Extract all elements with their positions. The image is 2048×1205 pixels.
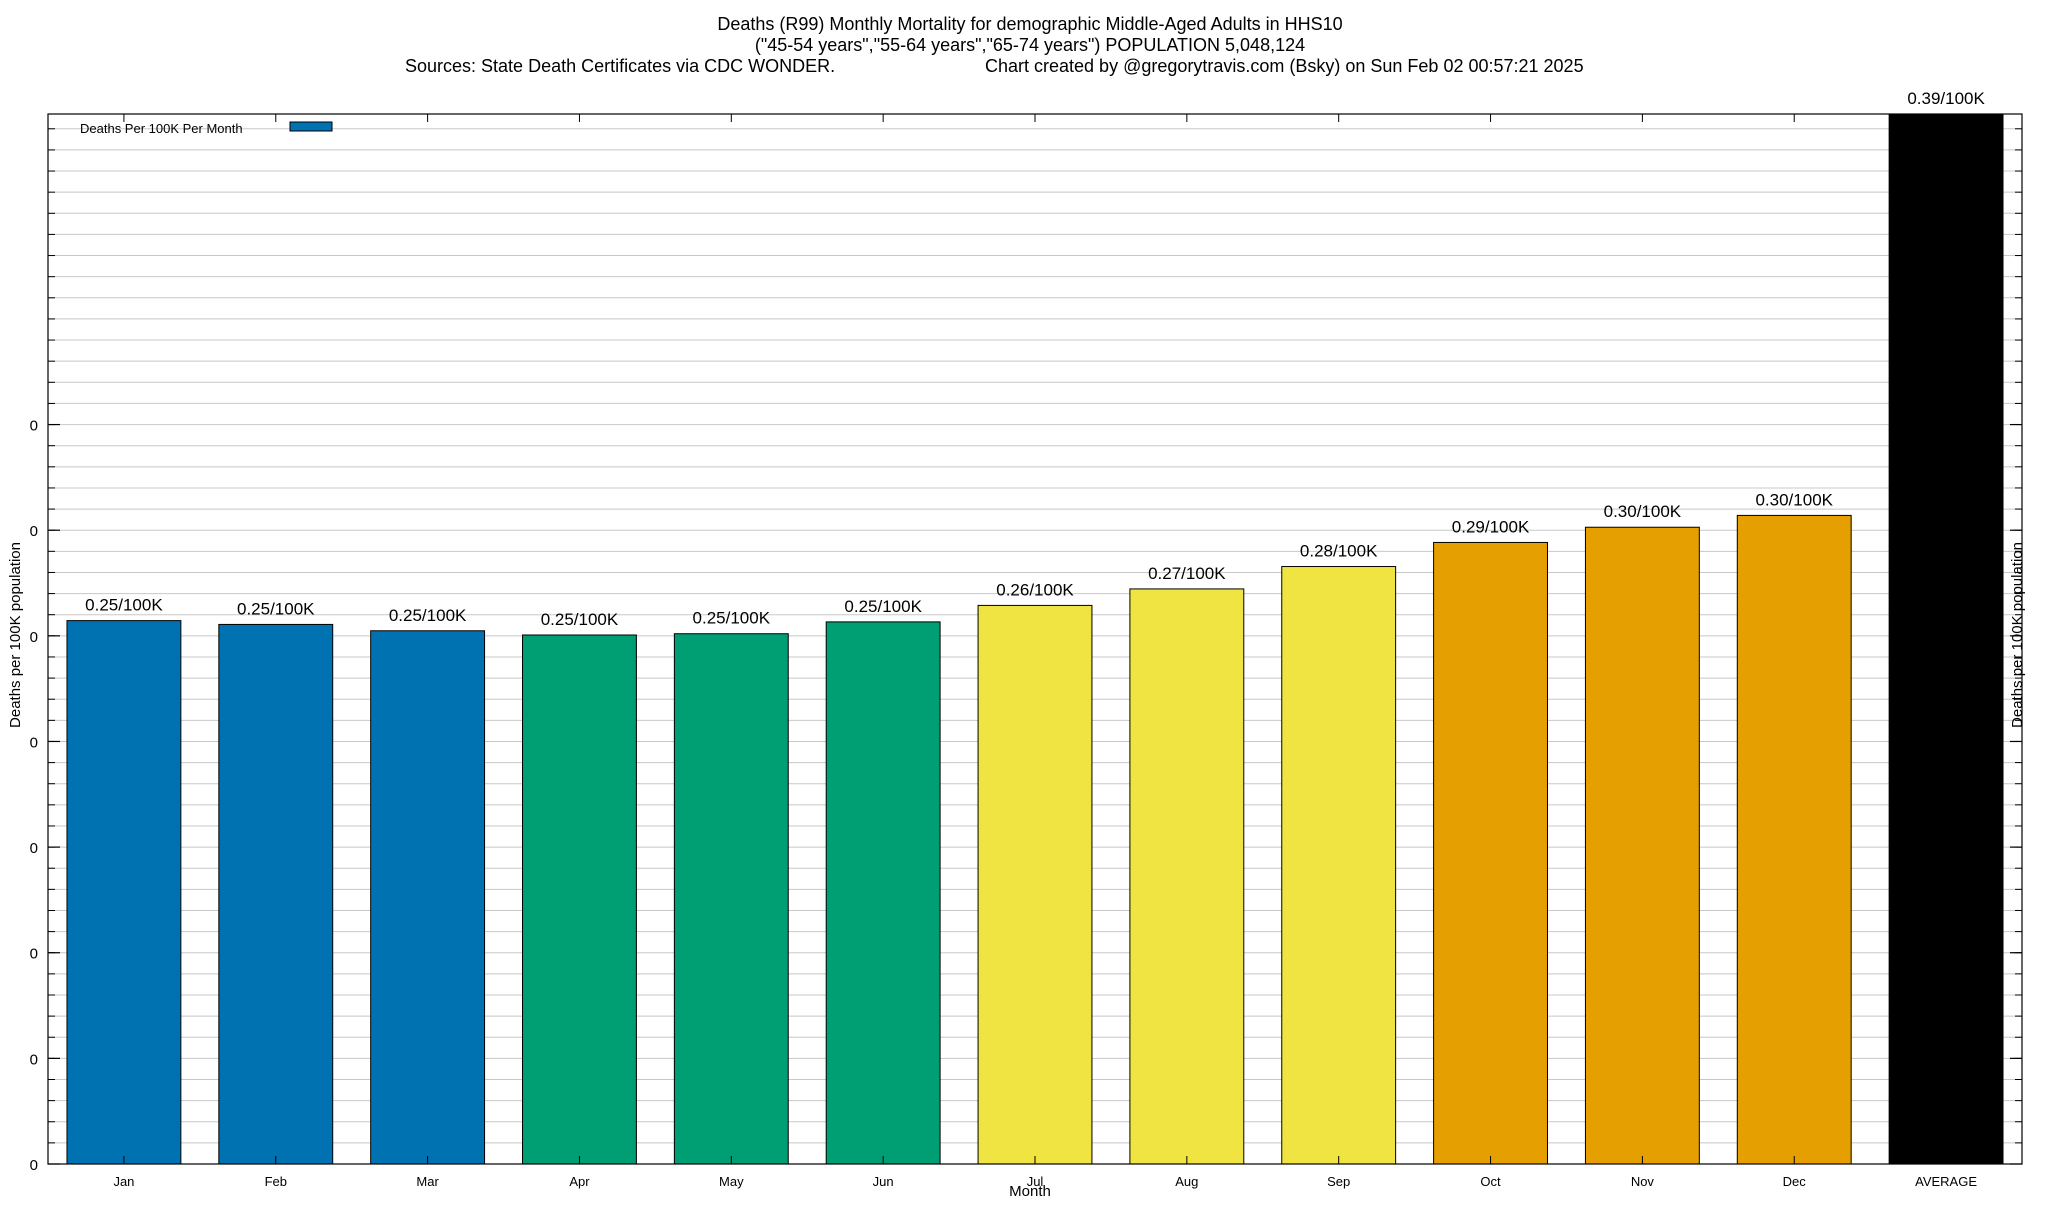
x-tick-label: Mar: [416, 1174, 439, 1189]
y-tick-label: 0: [30, 523, 38, 540]
bar-aug: [1129, 588, 1245, 1165]
y-tick-label: 0: [30, 734, 38, 751]
bar-jan: [66, 620, 182, 1165]
chart-title-group: Deaths (R99) Monthly Mortality for demog…: [405, 14, 1584, 76]
data-label: 0.25/100K: [237, 599, 315, 618]
data-label: 0.25/100K: [693, 609, 771, 628]
bar-sep: [1281, 566, 1397, 1165]
bar-nov: [1584, 526, 1700, 1165]
x-tick-label: Sep: [1327, 1174, 1350, 1189]
data-label: 0.29/100K: [1452, 517, 1530, 536]
chart-title-line-1: Deaths (R99) Monthly Mortality for demog…: [717, 14, 1342, 34]
bar-average: [1888, 113, 2004, 1165]
bar-jun: [825, 621, 941, 1165]
x-tick-label: Jul: [1027, 1174, 1044, 1189]
y2-axis-label: Deaths per 100K population: [2009, 542, 2026, 728]
x-axis-label: Month: [1009, 1183, 1051, 1200]
x-tick-label: Oct: [1480, 1174, 1501, 1189]
y-tick-label: 0: [30, 1051, 38, 1068]
x-tick-label: Nov: [1631, 1174, 1655, 1189]
x-tick-label: Feb: [265, 1174, 287, 1189]
y-tick-label: 0: [30, 946, 38, 963]
legend-label: Deaths Per 100K Per Month: [80, 121, 243, 136]
data-label: 0.25/100K: [389, 606, 467, 625]
legend-swatch: [289, 121, 333, 132]
data-label: 0.28/100K: [1300, 542, 1378, 561]
x-tick-label: AVERAGE: [1915, 1174, 1977, 1189]
bar-feb: [218, 623, 334, 1165]
data-label: 0.27/100K: [1148, 564, 1226, 583]
bar-dec: [1736, 514, 1852, 1165]
chart-source-text: Sources: State Death Certificates via CD…: [405, 56, 835, 76]
data-labels-layer: 0.25/100K 0.25/100K 0.25/100K 0.25/100K 0.25…: [85, 89, 1985, 629]
y-tick-label: 0: [30, 629, 38, 646]
data-label: 0.30/100K: [1604, 502, 1682, 521]
bar-mar: [370, 630, 486, 1165]
bars-layer: [66, 113, 2004, 1165]
data-label: 0.26/100K: [996, 580, 1074, 599]
data-label: 0.39/100K: [1907, 89, 1985, 108]
data-label: 0.30/100K: [1755, 490, 1833, 509]
x-tick-label: Jun: [873, 1174, 894, 1189]
data-label: 0.25/100K: [541, 610, 619, 629]
bar-oct: [1433, 541, 1548, 1165]
bar-apr: [522, 634, 637, 1165]
y-tick-label: 0: [30, 1157, 38, 1174]
legend: Deaths Per 100K Per Month: [80, 121, 333, 136]
x-tick-label: Jan: [113, 1174, 134, 1189]
y-axis-label: Deaths per 100K population: [7, 542, 24, 728]
data-label: 0.25/100K: [844, 597, 922, 616]
bar-may: [673, 633, 789, 1165]
y-tick-label: 0: [30, 418, 38, 435]
x-tick-label: Dec: [1783, 1174, 1807, 1189]
bar-jul: [977, 604, 1093, 1165]
x-tick-label: May: [719, 1174, 744, 1189]
x-tick-label: Apr: [569, 1174, 590, 1189]
x-tick-label: Aug: [1175, 1174, 1198, 1189]
plot-frame: [47, 113, 2023, 1165]
chart-credit-text: Chart created by @gregorytravis.com (Bsk…: [985, 56, 1584, 76]
data-label: 0.25/100K: [85, 596, 163, 615]
y-tick-label: 0: [30, 840, 38, 857]
chart-title-line-2: ("45-54 years","55-64 years","65-74 year…: [755, 35, 1305, 55]
axes-layer: 0 0 0 0 0 0 0 0 Jan Feb Mar Apr May Jun Jul Aug Sep Oct No…: [30, 113, 2023, 1189]
